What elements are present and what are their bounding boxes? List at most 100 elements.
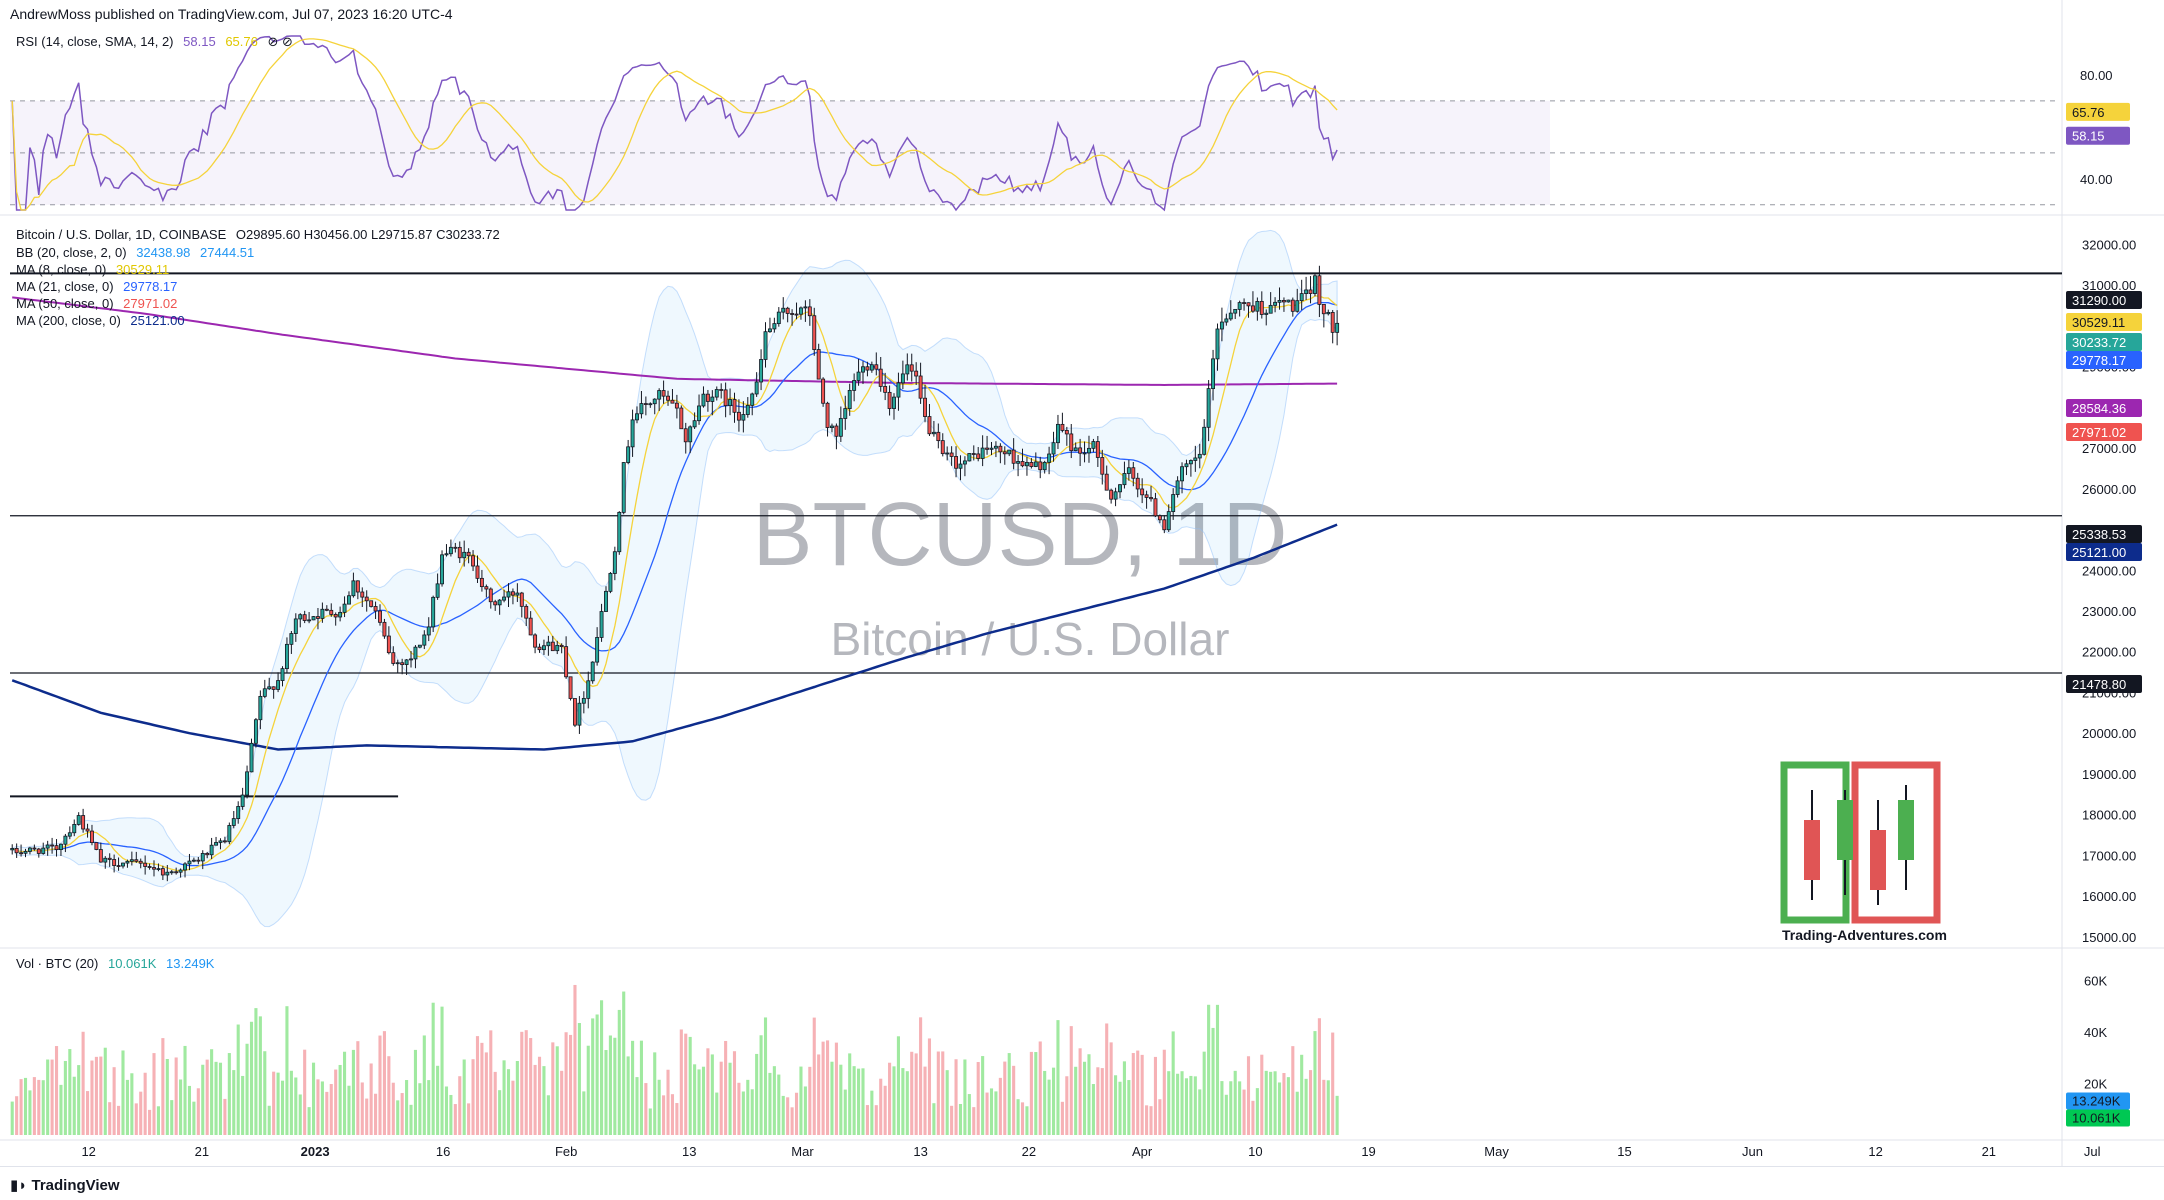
published-text: AndrewMoss published on TradingView.com,… [10,6,453,22]
candle-body [528,617,533,636]
rsi-label-1: 58.15 [2072,129,2105,144]
volume-bar [684,1033,688,1135]
volume-bar [484,1052,488,1135]
candle [736,399,741,432]
candle [262,679,267,699]
candle [355,580,360,600]
candle-body [674,402,679,409]
volume-bar [1003,1061,1007,1135]
volume-bar [1153,1056,1157,1135]
price-axis-tick-17: 15000.00 [2082,930,2136,945]
candle-body [160,868,165,876]
candle [1020,448,1025,468]
candle [608,572,613,594]
candle [1024,456,1029,476]
candle [652,398,657,415]
volume-bar [1255,1088,1259,1135]
volume-bar [945,1070,949,1135]
candle-body [311,616,316,621]
volume-axis-tick-2: 20K [2084,1077,2107,1092]
candle [723,382,728,418]
volume-bar [768,1072,772,1135]
volume-bar [329,1084,333,1135]
candle-body [510,591,515,596]
candle-body [143,862,148,867]
volume-bar [888,1062,892,1135]
candle [347,591,351,605]
price-axis-tick-9: 23000.00 [2082,604,2136,619]
candle-body [1184,463,1189,468]
candle [759,349,764,391]
candle [821,377,826,407]
candle [27,846,32,855]
candle [147,863,152,870]
candle [85,823,90,838]
candle-body [794,313,799,316]
tradingview-logo[interactable]: ▮◗ TradingView [10,1176,120,1194]
candle [240,787,245,810]
candle-body [604,590,608,612]
volume-bar [950,1105,954,1135]
symbol-title[interactable]: Bitcoin / U.S. Dollar, 1D, COINBASE [16,227,227,242]
candle-body [134,859,139,862]
price-axis-tick-14: 18000.00 [2082,808,2136,823]
candle [1206,380,1211,442]
candle-body [1104,473,1109,491]
eye-icon[interactable]: ⊘ ⊘ [267,34,293,49]
candle [488,587,493,609]
candle [635,406,639,424]
candle [1330,310,1335,344]
candle-body [993,445,998,449]
candle [41,842,46,855]
candle-body [626,446,631,463]
volume-bar [63,1060,67,1135]
volume-bar [1100,1068,1104,1135]
rsi-label-box-0 [2066,102,2130,121]
volume-bar [697,1069,701,1135]
candle [657,388,662,411]
candle-body [1202,426,1207,455]
volume-bar [737,1082,741,1135]
candle [1188,459,1193,477]
candle [1268,292,1273,314]
candle-body [754,381,759,395]
candle [595,627,600,666]
candle-body [98,849,103,863]
candle-body [422,634,427,646]
candle-body [781,307,786,313]
price-label-box-6 [2066,525,2142,543]
candle-body [231,818,236,826]
price-label-3: 29778.17 [2072,353,2126,368]
volume-bar [223,1098,227,1135]
candle-body [1157,515,1162,521]
candle [471,550,476,572]
volume-bar [1087,1054,1091,1135]
volume-bar [542,1066,546,1135]
candle-body [214,842,218,846]
price-label-box-7 [2066,543,2142,561]
candle [976,447,981,462]
candle-body [1308,289,1313,294]
candle [231,810,236,829]
candle [568,676,573,701]
candle [417,644,422,649]
candle-body [369,600,374,607]
volume-bar [108,1102,112,1135]
candle-body [692,420,697,428]
volume-bar [54,1046,59,1135]
candle-body [293,618,298,634]
candle-body [1047,453,1052,463]
volume-bar [272,1071,276,1135]
candle-body [63,835,68,845]
candle-body [688,426,693,443]
candle [298,613,303,628]
candle-body [635,413,639,421]
candle-body [320,608,325,619]
candle [400,658,405,675]
candle-body [386,635,391,654]
volume-bar [50,1059,54,1135]
candle-body [710,396,715,402]
watermark-symbol: BTCUSD, 1D [752,485,1287,585]
candle-body [519,592,524,607]
